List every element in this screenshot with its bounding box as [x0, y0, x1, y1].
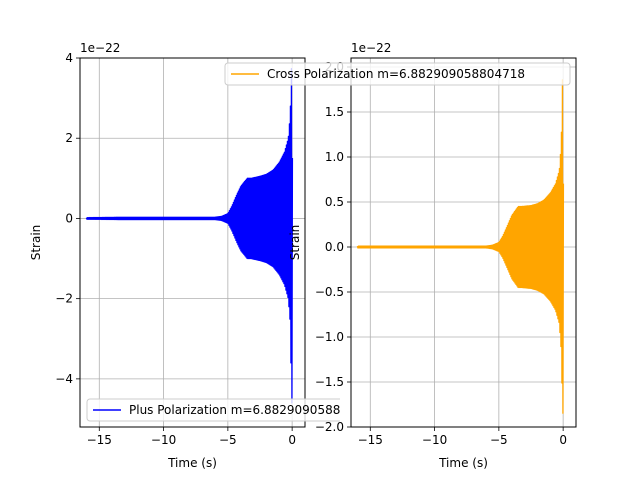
cross-legend-box: [224, 62, 571, 86]
plus-legend-label: Plus Polarization m=6.882909058804718: [129, 403, 379, 417]
x-tick-label: −5: [219, 433, 237, 447]
y-tick-label: 4: [65, 51, 73, 65]
plus-y-ticks: −4 −2 0 2 4: [55, 51, 80, 386]
y-tick-label: 1.5: [325, 105, 344, 119]
cross-x-axis-label: Time (s): [438, 456, 488, 470]
y-tick-label: −2: [55, 292, 73, 306]
series-line: [356, 79, 565, 414]
cross-legend: Cross Polarization m=6.882909058804718: [224, 62, 571, 86]
x-tick-label: −10: [422, 433, 447, 447]
plus-x-ticks: −15 −10 −5 0: [87, 427, 296, 447]
cross-y-axis-label: Strain: [288, 225, 302, 261]
x-tick-label: −15: [87, 433, 112, 447]
plus-y-axis-label: Strain: [29, 225, 43, 261]
cross-legend-label: Cross Polarization m=6.882909058804718: [267, 67, 525, 81]
y-tick-label: 1.0: [325, 150, 344, 164]
y-tick-label: −2.0: [315, 420, 344, 434]
cross-polarization-subplot: −15−10−50 −2.0−1.5−1.0−0.50.00.51.01.52.…: [224, 41, 577, 470]
plus-axes-frame: [79, 57, 306, 428]
y-tick-label: −1.0: [315, 330, 344, 344]
cross-axes-frame: [350, 57, 577, 428]
cross-plot-area: [356, 79, 565, 414]
y-tick-label: −1.5: [315, 375, 344, 389]
plus-legend: Plus Polarization m=6.882909058804718: [86, 398, 379, 422]
y-tick-label: 0.0: [325, 240, 344, 254]
y-tick-label: 2: [65, 131, 73, 145]
x-tick-label: −5: [490, 433, 508, 447]
cross-y-ticks: −2.0−1.5−1.0−0.50.00.51.01.52.0: [315, 60, 351, 434]
x-tick-label: −15: [358, 433, 383, 447]
plus-offset-label: 1e−22: [80, 41, 120, 55]
cross-x-ticks: −15 −10 −5 0: [358, 427, 567, 447]
cross-offset-label: 1e−22: [351, 41, 391, 55]
y-tick-label: 0.5: [325, 195, 344, 209]
x-tick-label: 0: [288, 433, 296, 447]
plus-x-axis-label: Time (s): [167, 456, 217, 470]
y-tick-label: −4: [55, 372, 73, 386]
y-tick-label: −0.5: [315, 285, 344, 299]
series-line: [85, 68, 294, 404]
y-tick-label: 0: [65, 211, 73, 225]
x-tick-label: 0: [559, 433, 567, 447]
x-tick-label: −10: [151, 433, 176, 447]
plus-plot-area: [85, 68, 294, 404]
plus-legend-box: [86, 398, 340, 422]
